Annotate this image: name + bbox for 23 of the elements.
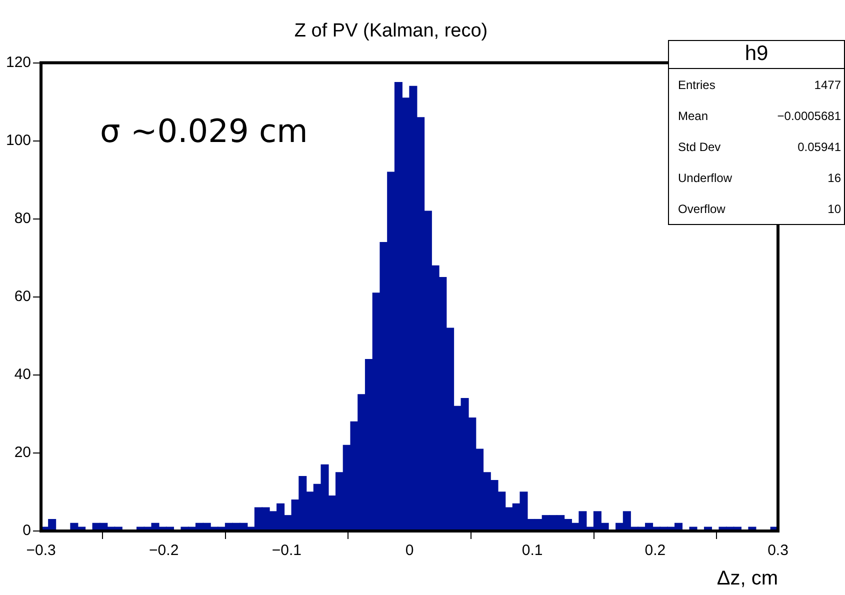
y-tick-label: 80 — [14, 210, 32, 228]
annotation: σ ~0.029 cm — [100, 112, 308, 150]
x-tick-label: 0.3 — [768, 542, 788, 560]
text: Mean −0.0005681 — [678, 108, 841, 122]
chart-title: Z of PV (Kalman, reco) — [294, 20, 488, 42]
y-tick-label: 0 — [22, 522, 32, 540]
x-tick-label: 0.1 — [522, 542, 543, 560]
y-tick-label: 20 — [14, 444, 32, 462]
text: Entries 1477 — [678, 78, 841, 92]
x-tick-label: 0.2 — [644, 542, 666, 560]
text: Overflow 10 — [678, 202, 841, 216]
text: Std Dev 0.05941 — [678, 140, 841, 154]
x-tick-label: −0.1 — [272, 542, 302, 560]
annotation: h9 — [669, 41, 844, 69]
x-tick-label: −0.2 — [149, 542, 179, 560]
x-axis-title: Δz, cm — [716, 568, 778, 590]
x-tick-label: 0 — [405, 542, 414, 560]
x-tick-label: −0.3 — [26, 542, 56, 560]
text: Underflow 16 — [678, 170, 841, 184]
y-tick-label: 40 — [14, 366, 32, 384]
y-tick-label: 60 — [14, 288, 32, 306]
y-tick-label: 100 — [6, 132, 32, 149]
y-tick-label: 120 — [6, 54, 32, 71]
